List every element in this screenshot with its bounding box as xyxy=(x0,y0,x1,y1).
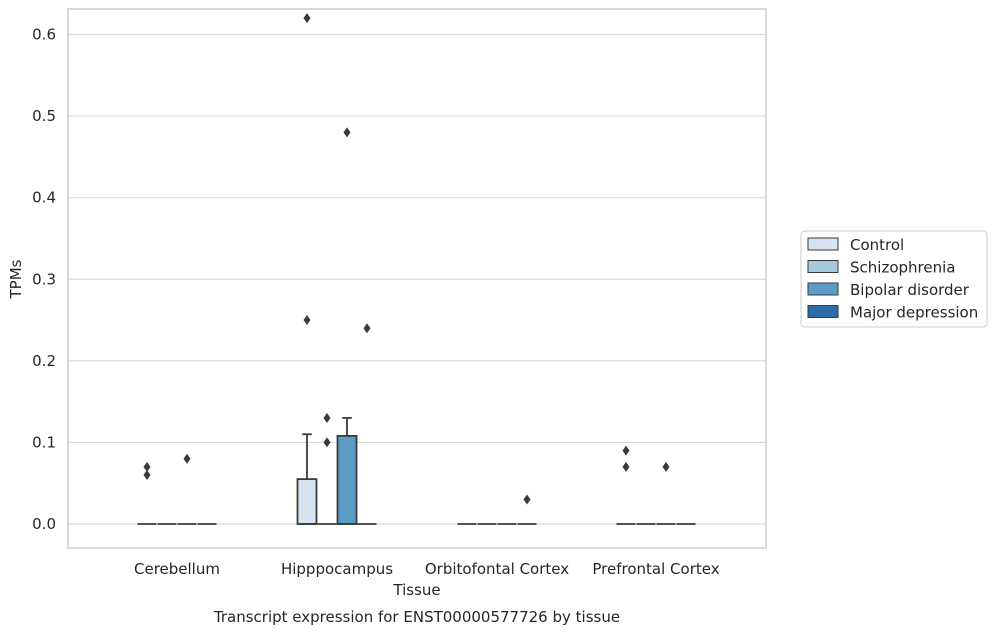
outlier-point xyxy=(622,461,630,472)
y-tick-labels: 0.0 0.1 0.2 0.3 0.4 0.5 0.6 xyxy=(32,26,56,534)
y-tick-label: 0.5 xyxy=(32,107,56,125)
x-tick-label: Cerebellum xyxy=(134,560,220,578)
box xyxy=(296,478,318,525)
y-tick-label: 0.0 xyxy=(32,515,56,533)
outlier-point xyxy=(183,453,191,464)
y-tick-label: 0.1 xyxy=(32,433,56,451)
legend-swatch xyxy=(807,237,839,251)
x-tick-label: Hipppocampus xyxy=(281,560,393,578)
legend-swatch xyxy=(807,305,839,318)
y-tick-label: 0.4 xyxy=(32,189,56,207)
box-series xyxy=(137,13,696,525)
plot-frame xyxy=(67,8,767,549)
outlier-point xyxy=(323,437,331,448)
legend-swatch xyxy=(807,260,839,273)
y-gridlines xyxy=(68,33,766,525)
outlier-point xyxy=(343,127,351,138)
box xyxy=(336,434,358,525)
legend-label: Bipolar disorder xyxy=(850,281,970,299)
y-axis-label: TPMs xyxy=(7,259,25,299)
chart-caption: Transcript expression for ENST0000057772… xyxy=(213,608,620,626)
legend-label: Schizophrenia xyxy=(850,259,955,277)
x-tick-labels: Cerebellum Hipppocampus Orbitofontal Corte… xyxy=(134,560,720,578)
outlier-point xyxy=(662,461,670,472)
outlier-point xyxy=(143,470,151,481)
outlier-point xyxy=(363,323,371,334)
outlier-point xyxy=(143,461,151,472)
plot-area xyxy=(68,9,766,548)
y-tick-label: 0.3 xyxy=(32,270,56,288)
outlier-point xyxy=(523,494,531,505)
y-tick-label: 0.6 xyxy=(32,26,56,44)
outlier-point xyxy=(303,13,311,24)
y-tick-label: 0.2 xyxy=(32,352,56,370)
x-axis-label: Tissue xyxy=(392,581,440,599)
legend-frame xyxy=(800,230,988,328)
legend: Control Schizophrenia Bipolar disorder Majo… xyxy=(800,230,988,328)
outlier-point xyxy=(323,412,331,423)
legend-swatch xyxy=(807,282,839,296)
legend-label: Major depression xyxy=(850,304,978,322)
legend-label: Control xyxy=(850,236,904,254)
x-tick-label: Orbitofontal Cortex xyxy=(425,560,569,578)
outlier-point xyxy=(622,445,630,456)
outlier-point xyxy=(303,315,311,326)
x-tick-label: Prefrontal Cortex xyxy=(592,560,719,578)
